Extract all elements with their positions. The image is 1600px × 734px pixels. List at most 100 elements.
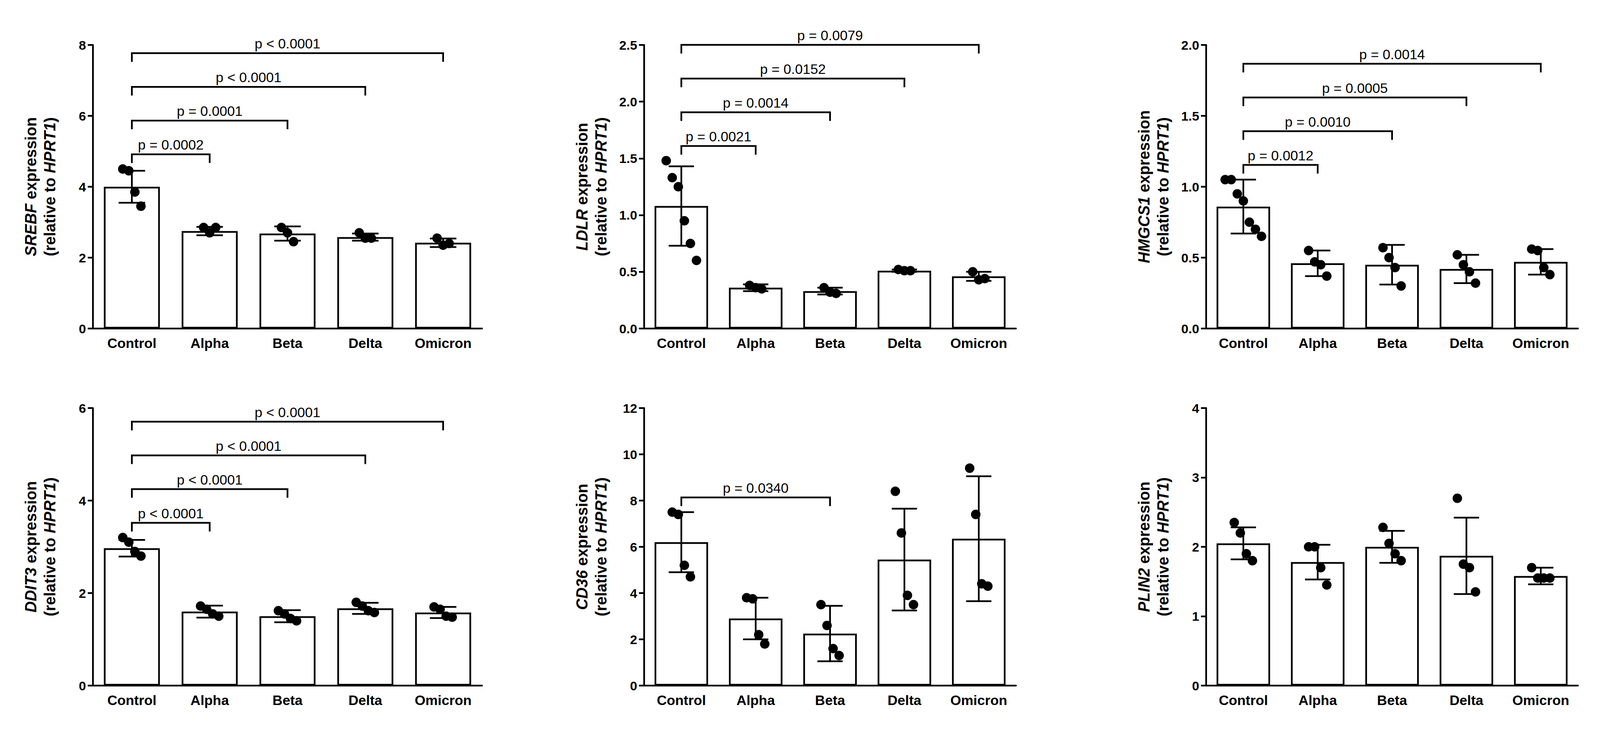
svg-text:p < 0.0001: p < 0.0001 — [254, 35, 321, 52]
svg-text:Control: Control — [107, 692, 157, 709]
svg-text:Omicron: Omicron — [414, 335, 472, 352]
svg-text:0: 0 — [78, 678, 87, 694]
svg-text:Omicron: Omicron — [1512, 335, 1570, 352]
svg-text:8: 8 — [629, 493, 638, 508]
svg-text:4: 4 — [78, 179, 87, 195]
svg-text:4: 4 — [78, 493, 87, 508]
svg-text:): ) — [592, 117, 610, 123]
svg-text:10: 10 — [622, 447, 638, 462]
svg-text:Alpha: Alpha — [1298, 335, 1338, 352]
svg-text:6: 6 — [78, 108, 87, 124]
svg-text:p < 0.0001: p < 0.0001 — [137, 505, 204, 522]
svg-text:HMGCS1: HMGCS1 — [1135, 196, 1153, 264]
svg-text:0: 0 — [1191, 678, 1200, 694]
svg-text:p = 0.0014: p = 0.0014 — [1359, 46, 1425, 63]
svg-text:LDLR: LDLR — [573, 209, 591, 251]
svg-text:): ) — [41, 117, 59, 123]
svg-text:Beta: Beta — [814, 335, 846, 352]
svg-text:(relative to: (relative to — [1154, 173, 1173, 257]
svg-text:): ) — [41, 477, 59, 483]
svg-text:1: 1 — [1191, 609, 1200, 624]
svg-text:Beta: Beta — [272, 335, 303, 352]
svg-text:expression: expression — [22, 481, 40, 568]
svg-text:Delta: Delta — [887, 692, 922, 709]
svg-text:): ) — [1154, 117, 1173, 123]
svg-text:(relative to: (relative to — [41, 173, 59, 257]
svg-text:HPRT1: HPRT1 — [592, 122, 610, 173]
svg-text:2.0: 2.0 — [1181, 38, 1200, 53]
svg-text:): ) — [1154, 477, 1173, 483]
svg-text:3: 3 — [1191, 470, 1200, 485]
svg-text:expression: expression — [573, 122, 591, 210]
svg-text:Omicron: Omicron — [414, 692, 472, 709]
svg-text:SREBF: SREBF — [22, 203, 40, 257]
svg-text:Omicron: Omicron — [950, 692, 1008, 709]
svg-text:2: 2 — [629, 632, 638, 647]
svg-text:0.5: 0.5 — [619, 264, 638, 279]
svg-text:0.0: 0.0 — [1181, 321, 1200, 336]
svg-text:PLIN2: PLIN2 — [1135, 568, 1153, 613]
svg-text:p = 0.0014: p = 0.0014 — [722, 95, 789, 111]
svg-text:0: 0 — [78, 321, 87, 336]
svg-text:8: 8 — [78, 38, 87, 53]
svg-text:0: 0 — [629, 678, 638, 694]
svg-text:expression: expression — [1135, 481, 1153, 569]
svg-text:CD36: CD36 — [573, 569, 591, 610]
svg-text:expression: expression — [22, 117, 40, 204]
svg-text:HPRT1: HPRT1 — [41, 482, 59, 534]
svg-text:Control: Control — [107, 335, 157, 352]
svg-text:Alpha: Alpha — [736, 692, 776, 709]
svg-text:Delta: Delta — [1449, 692, 1484, 709]
svg-text:(relative to: (relative to — [592, 533, 610, 617]
svg-text:(relative to: (relative to — [41, 533, 59, 617]
svg-text:Delta: Delta — [887, 335, 922, 352]
svg-text:p = 0.0012: p = 0.0012 — [1247, 147, 1314, 164]
svg-text:HPRT1: HPRT1 — [41, 122, 59, 173]
svg-text:6: 6 — [78, 401, 87, 416]
svg-text:p < 0.0001: p < 0.0001 — [215, 69, 282, 86]
svg-text:1.5: 1.5 — [1181, 108, 1200, 124]
svg-text:Alpha: Alpha — [190, 692, 230, 709]
svg-text:Delta: Delta — [348, 692, 383, 709]
svg-text:Control: Control — [656, 335, 706, 352]
svg-text:Beta: Beta — [272, 692, 303, 709]
svg-text:Omicron: Omicron — [950, 335, 1008, 352]
svg-text:Beta: Beta — [1376, 692, 1408, 709]
svg-text:6: 6 — [629, 539, 638, 555]
svg-text:p < 0.0001: p < 0.0001 — [215, 438, 282, 454]
svg-text:Alpha: Alpha — [190, 335, 230, 352]
svg-text:p = 0.0001: p = 0.0001 — [176, 103, 243, 119]
svg-text:p < 0.0001: p < 0.0001 — [176, 472, 243, 488]
svg-text:4: 4 — [1191, 401, 1200, 416]
svg-text:HPRT1: HPRT1 — [592, 482, 610, 534]
svg-text:1.0: 1.0 — [1181, 179, 1200, 195]
svg-text:(relative to: (relative to — [1154, 533, 1173, 617]
svg-text:HPRT1: HPRT1 — [1154, 482, 1173, 534]
svg-text:): ) — [592, 477, 610, 483]
svg-text:Control: Control — [1218, 692, 1268, 709]
svg-text:p < 0.0001: p < 0.0001 — [254, 404, 321, 421]
svg-text:p = 0.0010: p = 0.0010 — [1284, 114, 1351, 130]
svg-text:p = 0.0005: p = 0.0005 — [1322, 80, 1388, 96]
svg-text:2: 2 — [78, 250, 87, 266]
svg-text:Delta: Delta — [1449, 335, 1484, 352]
svg-text:p = 0.0152: p = 0.0152 — [760, 61, 826, 77]
svg-text:1.5: 1.5 — [619, 151, 638, 166]
svg-text:1.0: 1.0 — [619, 207, 638, 223]
svg-text:Beta: Beta — [814, 692, 846, 709]
svg-text:Beta: Beta — [1376, 335, 1408, 352]
svg-text:p = 0.0002: p = 0.0002 — [137, 137, 204, 153]
svg-text:Omicron: Omicron — [1512, 692, 1570, 709]
svg-text:expression: expression — [1135, 110, 1153, 197]
svg-text:0.5: 0.5 — [1181, 250, 1200, 266]
svg-text:Alpha: Alpha — [736, 335, 776, 352]
svg-text:HPRT1: HPRT1 — [1154, 122, 1173, 173]
svg-text:Control: Control — [656, 692, 706, 709]
svg-text:2.5: 2.5 — [619, 38, 638, 53]
svg-text:DDIT3: DDIT3 — [22, 567, 40, 613]
svg-text:2: 2 — [78, 586, 87, 601]
svg-text:12: 12 — [622, 401, 638, 416]
svg-text:p = 0.0021: p = 0.0021 — [685, 128, 752, 145]
svg-text:Control: Control — [1218, 335, 1268, 352]
svg-text:2.0: 2.0 — [619, 94, 638, 109]
